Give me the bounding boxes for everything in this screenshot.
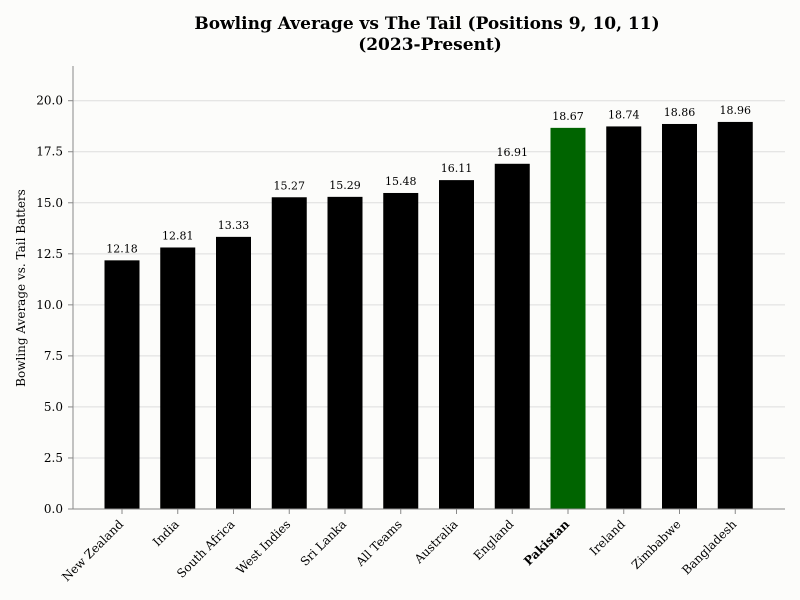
x-tick-label: West Indies	[234, 517, 294, 577]
bar	[271, 197, 307, 509]
bar	[216, 236, 251, 509]
bar	[439, 180, 474, 509]
bar-value-label: 16.11	[441, 162, 473, 175]
bar-value-label: 18.67	[552, 110, 584, 123]
x-tick-label: India	[150, 517, 182, 549]
axes	[68, 66, 785, 514]
x-tick-label: England	[471, 517, 517, 563]
y-tick-label: 20.0	[36, 94, 63, 108]
chart-title-line-1: Bowling Average vs The Tail (Positions 9…	[194, 14, 659, 34]
bar-value-label: 13.33	[218, 219, 250, 232]
bars	[104, 121, 753, 510]
y-tick-label: 7.5	[44, 349, 63, 363]
bar	[494, 163, 530, 510]
bar	[160, 247, 196, 509]
y-tick-label: 5.0	[44, 400, 63, 414]
y-tick-label: 10.0	[36, 298, 63, 312]
bar-value-label: 18.96	[720, 104, 752, 117]
y-tick-label: 17.5	[36, 145, 63, 159]
bar-value-label: 12.81	[162, 229, 194, 242]
chart-title-line-2: (2023-Present)	[358, 35, 502, 55]
x-tick-label: Ireland	[587, 517, 628, 558]
bar-value-label: 16.91	[497, 146, 529, 159]
x-tick-label: All Teams	[353, 517, 405, 569]
x-tick-label: New Zealand	[59, 517, 126, 584]
x-tick-label: Zimbabwe	[629, 517, 684, 572]
bar	[327, 196, 363, 509]
y-tick-label: 0.0	[44, 502, 63, 516]
bar	[104, 260, 140, 509]
bar	[662, 123, 697, 510]
y-tick-label: 12.5	[36, 247, 63, 261]
bar-value-label: 15.29	[329, 179, 361, 192]
bar-value-label: 18.86	[664, 106, 696, 119]
bar-value-label: 15.48	[385, 175, 417, 188]
bar-value-label: 15.27	[274, 179, 306, 192]
x-tick-label: Australia	[411, 517, 461, 567]
bar	[550, 127, 586, 509]
bar	[606, 126, 642, 510]
y-tick-label: 15.0	[36, 196, 63, 210]
bar-value-label: 12.18	[106, 242, 138, 255]
bar	[717, 121, 753, 510]
y-tick-label: 2.5	[44, 451, 63, 465]
x-tick-label: Sri Lanka	[298, 517, 350, 569]
x-tick-label: Pakistan	[521, 517, 572, 568]
x-tick-label: Bangladesh	[679, 517, 739, 577]
x-tick-label: South Africa	[174, 517, 238, 581]
bar	[383, 192, 419, 509]
y-axis-label: Bowling Average vs. Tail Batters	[14, 189, 28, 387]
bar-value-label: 18.74	[608, 108, 640, 121]
